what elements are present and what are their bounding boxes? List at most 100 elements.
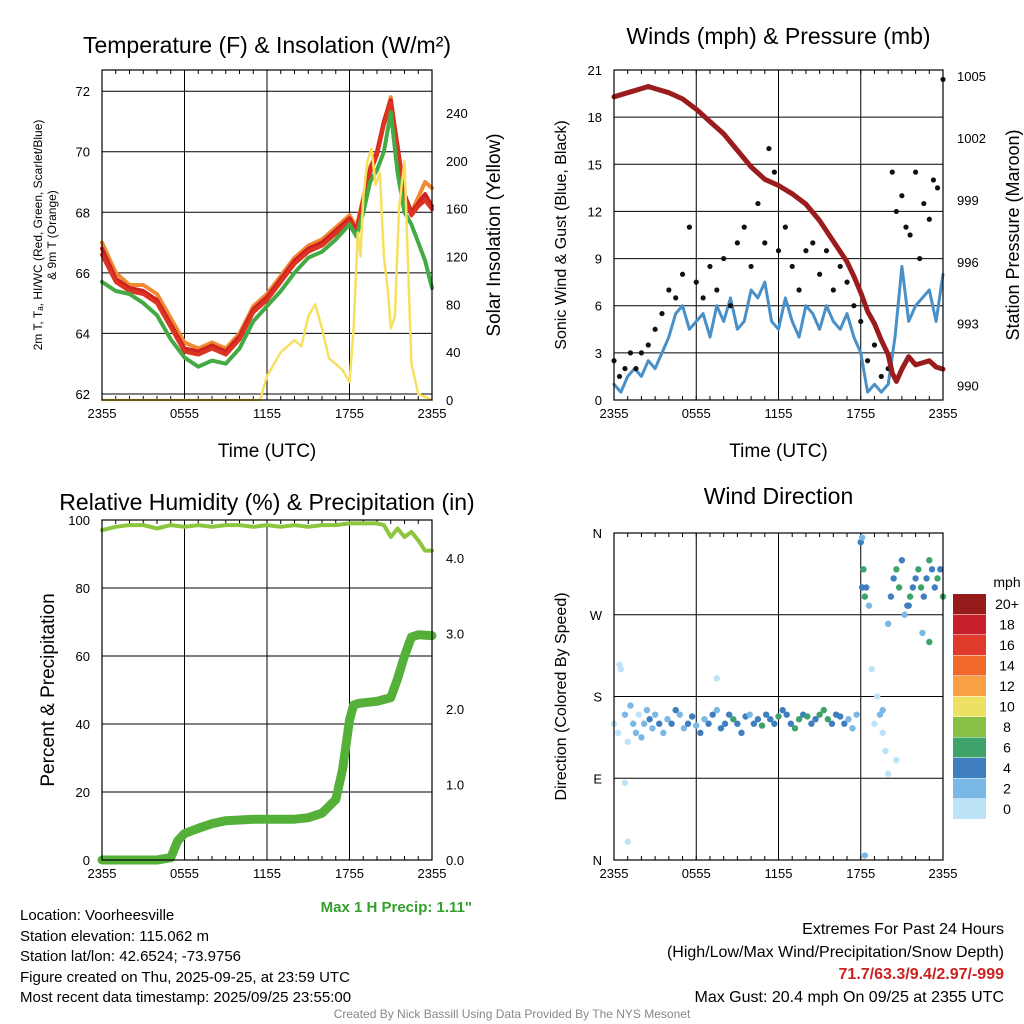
y-tick-label: 0 [595,393,602,408]
direction-point [621,779,629,786]
gust-point [889,169,895,175]
direction-point [614,729,622,737]
gust-point [830,287,836,293]
direction-point [905,602,912,609]
extremes-values: 71.7/63.3/9.4/2.97/-999 [838,966,1004,983]
gust-point [823,248,830,254]
direction-point [705,720,712,727]
direction-point [882,747,889,755]
direction-point [845,716,852,723]
legend-label: 4 [1003,760,1011,776]
direction-point [874,693,881,700]
gust-point [903,224,909,230]
gust-point [666,287,672,293]
direction-point [853,711,860,718]
y2-axis-label: Solar Insolation (Yellow) [484,133,505,336]
direction-point [868,666,875,673]
legend-label: 20+ [995,596,1019,612]
direction-point [906,593,914,600]
x-tick-label: 1155 [765,866,793,881]
y2-tick-label: 996 [957,255,979,270]
direction-point [771,720,778,727]
x-tick-label: 2355 [600,406,629,421]
gust-point [803,248,809,254]
direction-point [871,720,878,727]
gust-point [627,350,634,356]
x-tick-label: 2355 [418,406,447,421]
y2-tick-label: 0 [446,393,453,408]
direction-point [638,734,645,741]
direction-point [709,711,716,718]
y-tick-label: 15 [588,157,602,172]
series-td [100,110,434,369]
direction-point [816,711,823,718]
y-axis-label: Sonic Wind & Gust (Blue, Black) [553,120,570,349]
direction-point [787,720,795,727]
direction-point [865,602,873,609]
chart-temp [100,69,434,402]
legend-swatch [953,614,986,635]
data-timestamp: Most recent data timestamp: 2025/09/25 2… [20,989,352,1006]
gust-point [907,232,913,238]
x-tick-label: 2355 [600,866,629,881]
y2-tick-label: 1002 [957,131,986,146]
direction-point [828,720,836,727]
direction-point [808,720,815,727]
legend-label: 16 [999,637,1015,653]
y-tick-label: 60 [76,649,90,664]
x-tick-label: 2355 [88,406,117,421]
gust-point [659,310,665,317]
direction-point [879,729,886,737]
gust-point [796,287,802,293]
direction-point [713,675,721,682]
legend-label: 0 [1003,801,1011,817]
station-latlon: Station lat/lon: 42.6524; -73.9756 [20,948,242,965]
y-tick-label: N [593,526,602,541]
x-axis-label: Time (UTC) [218,441,317,462]
direction-point [860,566,867,573]
gust-point [851,303,857,309]
direction-point [688,713,696,720]
direction-point [624,738,631,746]
y2-tick-label: 3.0 [446,626,464,641]
y2-tick-label: 993 [957,317,979,332]
direction-point [912,575,919,582]
gust-point [899,193,905,199]
direction-point [775,713,782,720]
gust-point [930,177,937,183]
gust-point [837,263,843,270]
x-tick-label: 1155 [253,866,281,881]
y2-tick-label: 80 [446,297,460,312]
direction-point [849,725,856,732]
legend-swatch [953,778,986,799]
gust-point [844,279,850,285]
y2-tick-label: 2.0 [446,702,464,717]
direction-point [664,716,671,723]
legend-swatch [953,655,986,676]
y-tick-label: 21 [588,63,602,78]
max-precip-annotation: Max 1 H Precip: 1.11" [321,899,472,916]
x-tick-label: 1755 [335,406,364,421]
x-tick-label: 1155 [765,406,793,421]
gust-point [775,248,782,254]
legend-label: 10 [999,699,1015,715]
gust-point [934,185,941,191]
y-tick-label: 64 [76,326,90,341]
legend-label: 2 [1003,781,1011,797]
x-tick-label: 2355 [88,866,117,881]
gust-point [616,373,623,380]
y2-tick-label: 1.0 [446,777,464,792]
chart-wind [611,69,946,401]
chart-title: Temperature (F) & Insolation (W/m²) [83,32,451,58]
direction-point [898,557,906,564]
direction-point [812,716,819,723]
direction-point [920,593,928,600]
gust-point [771,169,777,175]
y-axis-label: 2m T, Tₐ, HI/WC (Red, Green, Scarlet/Blu… [31,120,45,351]
direction-point [804,713,811,720]
x-tick-label: 1755 [335,866,364,881]
direction-point [621,711,629,718]
direction-point [680,725,688,732]
direction-point [713,706,721,714]
